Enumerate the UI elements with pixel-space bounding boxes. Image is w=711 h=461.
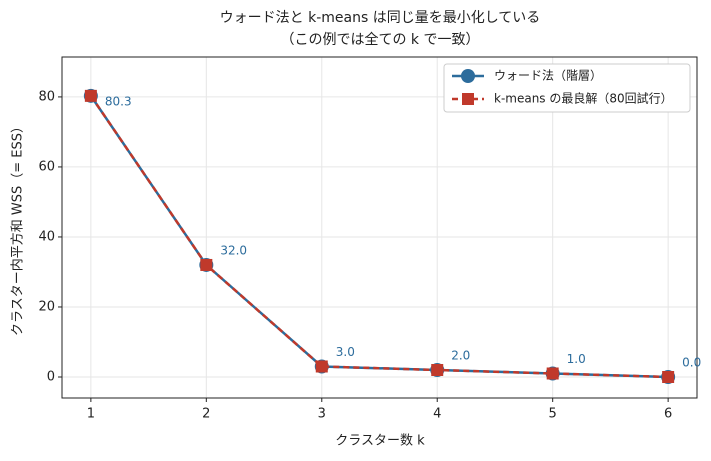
legend-label: ウォード法（階層） [494,68,602,83]
legend-marker [461,69,475,83]
chart-title: ウォード法と k-means は同じ量を最小化している [220,10,541,26]
point [431,363,444,376]
data-label: 80.3 [105,94,132,108]
y-tick-label: 0 [47,369,55,384]
point [84,89,97,102]
legend-marker [462,93,474,105]
chart-title: （この例では全ての k で一致） [280,31,479,48]
y-tick-label: 80 [38,89,55,104]
point [662,370,675,383]
x-tick-label: 1 [87,407,95,422]
x-axis-label: クラスター数 k [335,434,425,449]
series-line [89,95,669,379]
y-tick-label: 60 [38,159,55,174]
x-tick-label: 4 [433,407,441,422]
plot-frame [61,56,698,399]
point [315,360,328,373]
x-tick-label: 5 [549,407,557,422]
legend-label: k-means の最良解（80回試行） [494,91,673,106]
data-label: 32.0 [220,243,247,257]
legend-box [443,63,691,113]
y-tick-label: 20 [38,299,55,314]
data-label: 3.0 [336,345,355,359]
data-label: 0.0 [682,355,701,369]
series-line [89,95,669,379]
data-label: 1.0 [567,352,586,366]
x-tick-label: 2 [202,407,210,422]
data-label: 2.0 [451,348,470,362]
y-tick-label: 40 [38,229,55,244]
x-tick-label: 6 [664,407,672,422]
point [200,258,213,271]
x-tick-label: 3 [318,407,326,422]
y-axis-label: クラスター内平方和 WSS（= ESS） [10,120,26,336]
point [546,367,559,380]
